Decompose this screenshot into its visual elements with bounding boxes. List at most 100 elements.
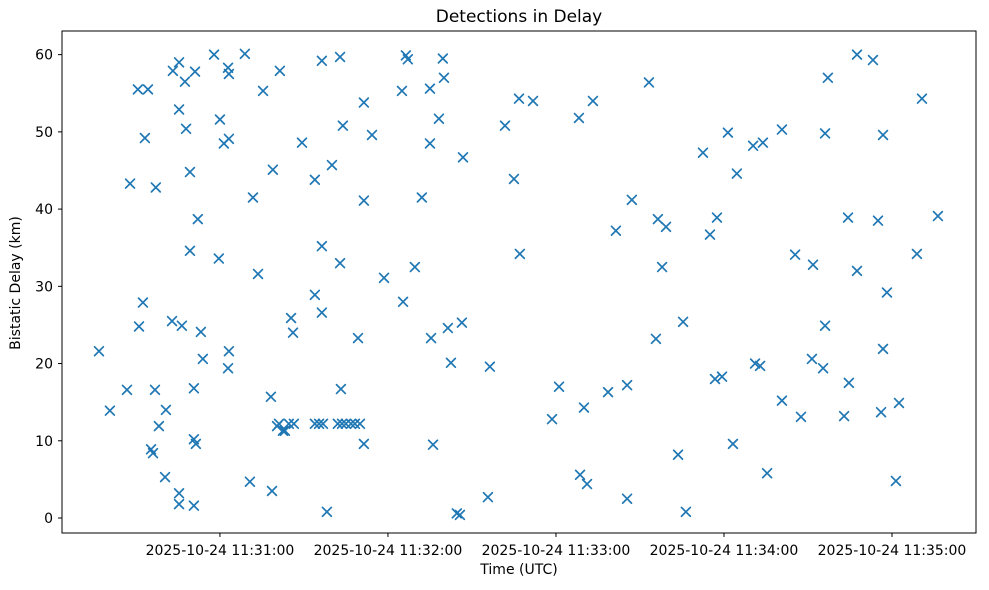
data-point <box>104 405 116 416</box>
data-point <box>916 93 928 104</box>
x-tick-label: 2025-10-24 11:31:00 <box>146 543 295 559</box>
data-point <box>316 55 328 67</box>
data-point <box>424 138 436 149</box>
data-point <box>867 54 879 66</box>
data-point <box>296 137 308 148</box>
data-point <box>527 95 539 107</box>
data-point <box>731 168 743 179</box>
data-point <box>358 195 370 206</box>
data-point <box>574 469 586 481</box>
data-point <box>197 353 209 365</box>
y-tick-label: 0 <box>44 511 53 527</box>
data-point <box>757 137 769 148</box>
data-point <box>223 345 235 357</box>
data-point <box>427 439 439 450</box>
data-point <box>621 493 633 504</box>
data-point <box>133 321 145 332</box>
data-point <box>213 253 225 264</box>
data-point <box>553 381 565 392</box>
data-point <box>190 438 202 450</box>
data-point <box>484 361 496 372</box>
data-point <box>316 240 328 252</box>
data-point <box>754 360 766 372</box>
data-point <box>179 76 191 87</box>
data-point <box>650 333 662 345</box>
data-point <box>437 53 449 64</box>
data-point <box>358 438 370 450</box>
data-point <box>911 248 923 260</box>
data-point <box>288 418 300 430</box>
data-point <box>881 287 893 298</box>
data-point <box>581 478 593 490</box>
data-point <box>335 383 347 395</box>
data-point <box>851 49 863 60</box>
data-point <box>621 379 633 391</box>
data-point <box>137 297 149 308</box>
data-point <box>546 413 558 425</box>
x-axis-label: Time (UTC) <box>480 562 558 578</box>
data-point <box>139 132 151 144</box>
data-point <box>877 129 889 141</box>
data-point <box>817 362 829 374</box>
data-point <box>877 343 889 355</box>
data-point <box>173 57 185 68</box>
data-point <box>121 384 133 396</box>
data-point <box>727 438 739 450</box>
data-point <box>680 506 692 518</box>
data-point <box>244 476 256 487</box>
data-point <box>366 129 378 141</box>
data-point <box>142 84 154 95</box>
data-point <box>660 221 672 233</box>
data-point <box>167 65 179 77</box>
data-point <box>872 215 884 226</box>
data-point <box>309 289 321 301</box>
data-point <box>508 173 520 185</box>
data-point <box>402 54 414 65</box>
data-point <box>513 93 525 104</box>
data-point <box>749 358 761 369</box>
y-axis-label: Bistatic Delay (km) <box>8 216 24 350</box>
data-point <box>285 312 297 324</box>
data-point <box>337 120 349 131</box>
data-point <box>358 97 370 108</box>
data-point <box>214 114 226 125</box>
data-point <box>189 66 201 77</box>
data-point <box>247 192 259 203</box>
data-point <box>573 112 585 124</box>
data-point <box>378 272 390 284</box>
data-point <box>336 418 348 430</box>
data-point <box>317 418 329 430</box>
data-point <box>716 371 728 382</box>
data-point <box>454 509 466 521</box>
data-point <box>354 418 366 430</box>
data-point <box>442 322 454 334</box>
data-point <box>223 68 235 80</box>
data-point <box>345 418 357 430</box>
data-point <box>838 410 850 422</box>
data-point <box>396 85 408 97</box>
data-point <box>806 353 818 365</box>
data-point <box>150 182 162 193</box>
data-point <box>499 120 511 131</box>
data-point <box>807 259 819 270</box>
data-point <box>425 332 437 344</box>
data-point <box>822 72 834 84</box>
data-point <box>159 471 171 483</box>
data-point <box>266 485 278 497</box>
y-tick-label: 10 <box>35 434 53 450</box>
data-point <box>893 397 905 409</box>
data-point <box>223 133 235 145</box>
y-tick-label: 60 <box>35 48 53 64</box>
data-point <box>332 418 344 430</box>
chart-title: Detections in Delay <box>435 7 603 27</box>
plot-area <box>61 30 977 534</box>
data-point <box>656 261 668 273</box>
data-point <box>309 418 321 430</box>
data-point <box>274 65 286 77</box>
data-point <box>279 425 291 436</box>
data-point <box>610 225 622 236</box>
data-point <box>208 49 220 60</box>
data-point <box>132 84 144 95</box>
data-point <box>397 296 409 308</box>
data-point <box>709 373 721 385</box>
